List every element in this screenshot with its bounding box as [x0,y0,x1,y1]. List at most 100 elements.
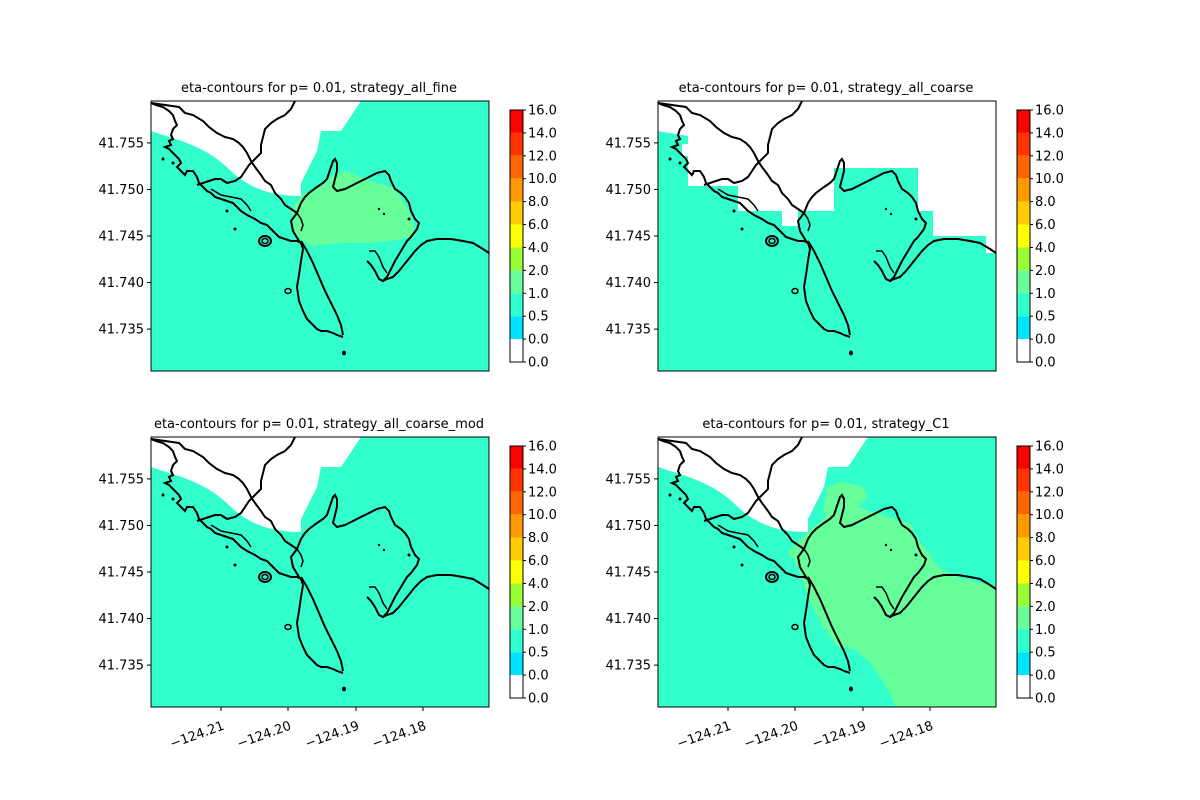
colorbar-tick-label: 10.0 [1035,172,1064,187]
panel-title: eta-contours for p= 0.01, strategy_all_c… [679,81,974,96]
x-tick-label: −124.21 [675,719,733,752]
colorbar-band [510,629,523,653]
colorbar-tick-label: 2.0 [528,264,549,279]
colorbar-band [510,652,523,676]
colorbar-tick-label: 12.0 [528,149,557,164]
colorbar-band [1017,468,1030,492]
colorbar-band [1017,224,1030,248]
y-tick-label: 41.755 [606,472,652,487]
x-tick-label: −124.20 [235,719,293,752]
colorbar-band [1017,606,1030,630]
colorbar-band [1017,675,1030,698]
colorbar-tick-label: 1.0 [1035,287,1056,302]
colorbar-tick-label: 16.0 [528,104,557,119]
colorbar-band [510,247,523,271]
colorbar-band [510,224,523,248]
heatmap [657,436,997,708]
colorbar-tick-label: 0.0 [528,669,549,684]
x-tick-label: −124.21 [168,719,226,752]
colorbar-tick-label: 0.5 [1035,310,1056,325]
colorbar-tick-label: 10.0 [1035,508,1064,523]
colorbar-band [510,178,523,202]
colorbar-tick-label: 0.5 [528,310,549,325]
colorbar-tick-label: 16.0 [1035,440,1064,455]
colorbar-tick-label: 8.0 [1035,531,1056,546]
colorbar-tick-label: 2.0 [1035,600,1056,615]
colorbar-tick-label: 0.0 [1035,333,1056,348]
colorbar: 16.0 14.0 12.0 10.0 8.0 6.0 4.0 2.0 1.0 0.5 0.0 0.0 [1016,104,1064,371]
heatmap [150,436,490,708]
colorbar-tick-label: 12.0 [528,485,557,500]
colorbar-tick-label: 0.0 [528,692,549,707]
colorbar-band [1017,293,1030,317]
colorbar-tick-label: 14.0 [528,126,557,141]
colorbar-tick-label: 0.0 [1035,356,1056,371]
colorbar-band [510,675,523,698]
y-tick-label: 41.735 [99,323,145,338]
colorbar-band [510,514,523,538]
panel-title: eta-contours for p= 0.01, strategy_all_f… [181,81,457,96]
y-tick-label: 41.735 [606,659,652,674]
colorbar-tick-label: 14.0 [1035,126,1064,141]
panel-strategy-all-fine: eta-contours for p= 0.01, strategy_all_f… [99,81,557,372]
colorbar-tick-label: 2.0 [528,600,549,615]
colorbar-band [1017,316,1030,340]
y-tick-label: 41.740 [99,276,145,291]
colorbar-band [1017,132,1030,156]
colorbar-tick-label: 12.0 [1035,485,1064,500]
y-axis: 41.755 41.750 41.745 41.740 41.735 [99,472,151,674]
colorbar-band [1017,537,1030,561]
colorbar: 16.0 14.0 12.0 10.0 8.0 6.0 4.0 2.0 1.0 0.5 0.0 0.0 [509,440,557,707]
colorbar-tick-label: 0.0 [528,333,549,348]
y-tick-label: 41.750 [99,519,145,534]
colorbar-tick-label: 14.0 [1035,462,1064,477]
colorbar-tick-label: 16.0 [528,440,557,455]
colorbar-frame [1016,109,1031,363]
colorbar-band [1017,247,1030,271]
colorbar-band [510,537,523,561]
colorbar-band [510,110,523,133]
y-tick-label: 41.745 [99,230,145,245]
colorbar-band [510,606,523,630]
colorbar-tick-label: 0.0 [528,356,549,371]
colorbar-band [1017,629,1030,653]
y-tick-label: 41.740 [99,612,145,627]
colorbar-band [1017,270,1030,294]
colorbar-band [1017,339,1030,362]
colorbar-band [1017,491,1030,515]
y-axis: 41.755 41.750 41.745 41.740 41.735 [606,136,658,338]
colorbar-tick-label: 4.0 [528,577,549,592]
colorbar-tick-label: 10.0 [528,508,557,523]
colorbar-tick-label: 2.0 [1035,264,1056,279]
colorbar-tick-label: 1.0 [528,287,549,302]
y-tick-label: 41.740 [606,612,652,627]
colorbar-frame [1016,445,1031,699]
y-tick-label: 41.755 [99,472,145,487]
heatmap [657,100,997,372]
colorbar-band [510,132,523,156]
panel-strategy-all-coarse: eta-contours for p= 0.01, strategy_all_c… [606,81,1064,372]
y-tick-label: 41.740 [606,276,652,291]
colorbar-band [1017,155,1030,179]
colorbar-tick-label: 1.0 [528,623,549,638]
y-tick-label: 41.745 [606,230,652,245]
y-tick-label: 41.750 [606,183,652,198]
x-axis: −124.21 −124.20 −124.19 −124.18 [168,707,428,752]
y-tick-label: 41.750 [606,519,652,534]
colorbar-frame [509,445,524,699]
colorbar-tick-label: 6.0 [528,554,549,569]
colorbar-band [1017,201,1030,225]
colorbar-frame [509,109,524,363]
colorbar-band [510,560,523,584]
colorbar-band [510,583,523,607]
colorbar-tick-label: 0.0 [1035,669,1056,684]
colorbar-tick-label: 1.0 [1035,623,1056,638]
colorbar-band [1017,583,1030,607]
y-tick-label: 41.745 [606,566,652,581]
colorbar-tick-label: 8.0 [1035,195,1056,210]
colorbar-tick-label: 0.0 [1035,692,1056,707]
colorbar-band [1017,560,1030,584]
colorbar-band [510,491,523,515]
colorbar-tick-label: 12.0 [1035,149,1064,164]
